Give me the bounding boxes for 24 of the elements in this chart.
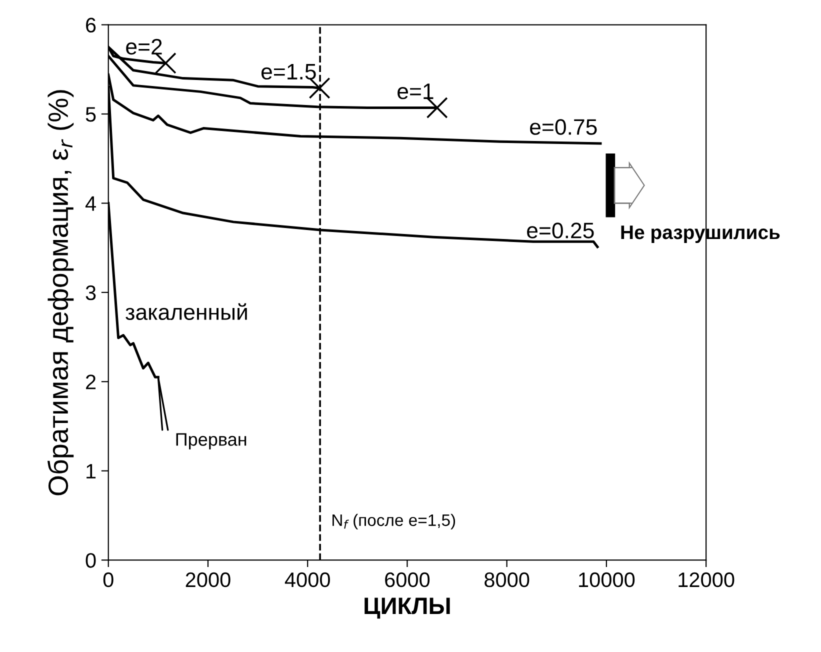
annotation: N$_{f}$ (после e=1,5) xyxy=(332,514,456,530)
y-tick-label: 3 xyxy=(86,285,96,300)
y-axis-title: Обратимая деформация, ε$_{r}$ (%) xyxy=(47,90,74,496)
y-tick-label: 0 xyxy=(86,553,96,568)
series-label: закаленный xyxy=(126,303,247,320)
series-label: e=2 xyxy=(126,38,162,55)
y-tick-label: 6 xyxy=(86,18,96,33)
x-tick-label: 10000 xyxy=(579,572,635,588)
series-label: e=0.25 xyxy=(527,222,594,238)
x-tick-label: 12000 xyxy=(678,572,734,588)
series-label: e=1.5 xyxy=(261,64,316,80)
x-tick-label: 6000 xyxy=(385,572,430,588)
y-tick-label: 1 xyxy=(86,464,96,478)
y-tick-label: 2 xyxy=(86,374,96,390)
y-tick-label: 5 xyxy=(86,107,96,122)
x-tick-label: 0 xyxy=(103,572,114,588)
series-label: e=1 xyxy=(398,84,434,100)
x-tick-label: 2000 xyxy=(186,572,230,588)
x-tick-label: 4000 xyxy=(284,572,330,588)
x-tick-label: 8000 xyxy=(484,572,530,588)
x-axis-title: ЦИКЛЫ xyxy=(364,598,450,619)
annotation: Прерван xyxy=(176,433,246,450)
series-label: e=0.75 xyxy=(530,119,597,135)
y-tick-label: 4 xyxy=(85,196,96,211)
